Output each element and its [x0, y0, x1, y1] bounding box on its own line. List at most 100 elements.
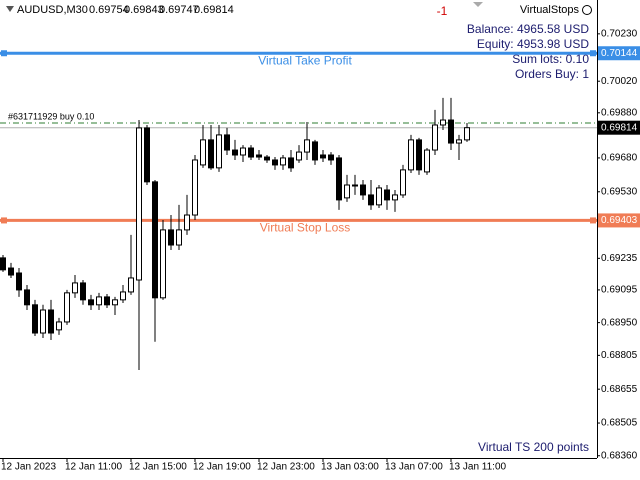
candle-body-bull — [432, 124, 438, 151]
candle-body-bull — [400, 169, 406, 196]
y-tick-label: 0.69680 — [601, 153, 638, 164]
header-open: 0.69754 — [89, 4, 129, 16]
y-tick-label: 0.68655 — [601, 384, 638, 395]
candle-body-bull — [344, 184, 350, 199]
candle-body-bull — [200, 139, 206, 166]
y-tick-label: 0.68805 — [601, 350, 638, 361]
bid-price: 0.69814 — [601, 122, 638, 133]
candle-body-bear — [208, 139, 214, 169]
candle-body-bull — [136, 127, 142, 281]
candle-body-bull — [440, 119, 446, 126]
candle-body-bear — [48, 309, 54, 334]
y-tick-label: 0.68950 — [601, 317, 638, 328]
y-tick-label: 0.68360 — [601, 450, 638, 461]
candle-body-bear — [224, 134, 230, 151]
x-tick-label: 13 Jan 07:00 — [385, 462, 443, 473]
candle-body-bear — [144, 127, 150, 183]
candle-body-bull — [352, 184, 358, 187]
candle-body-bull — [464, 127, 470, 141]
y-tick-label: 0.69235 — [601, 253, 638, 264]
x-tick-label: 12 Jan 19:00 — [193, 462, 251, 473]
candle-body-bull — [456, 139, 462, 144]
take-profit-label: Virtual Take Profit — [258, 53, 352, 67]
candle-body-bear — [448, 119, 454, 144]
stop-loss-handle — [590, 217, 596, 224]
y-tick-label: 0.69530 — [601, 186, 638, 197]
info-balance: Balance: 4965.58 USD — [467, 22, 589, 36]
candle-body-bear — [264, 156, 270, 161]
candle-body-bear — [272, 159, 278, 166]
candle-body-bull — [392, 194, 398, 201]
candle-body-bull — [64, 292, 70, 323]
candle-body-bull — [56, 321, 62, 331]
candle-body-bull — [184, 214, 190, 231]
candle-body-bear — [32, 304, 38, 334]
bid-price-box — [598, 120, 640, 135]
position-count: -1 — [437, 4, 448, 18]
candle-body-bull — [376, 187, 382, 206]
candle-body-bear — [368, 194, 374, 206]
y-tick-label: 0.70230 — [601, 28, 638, 39]
take-profit-price-box — [598, 46, 640, 61]
y-tick-label: 0.69880 — [601, 107, 638, 118]
candle-body-bear — [104, 296, 110, 306]
x-tick-label: 12 Jan 11:00 — [65, 462, 123, 473]
candle-body-bull — [216, 134, 222, 169]
x-tick-label: 12 Jan 23:00 — [257, 462, 315, 473]
candle-body-bull — [240, 147, 246, 156]
info-lots: Sum lots: 0.10 — [512, 52, 589, 66]
candle-body-bear — [256, 154, 262, 158]
y-tick-label: 0.70020 — [601, 76, 638, 87]
candle-body-bull — [96, 296, 102, 306]
candle-body-bear — [360, 184, 366, 196]
header-close: 0.69814 — [194, 4, 234, 16]
x-tick-label: 12 Jan 15:00 — [129, 462, 187, 473]
candle-body-bear — [0, 257, 6, 271]
stop-loss-price-box — [598, 213, 640, 228]
y-tick-label: 0.68505 — [601, 418, 638, 429]
candle-body-bear — [152, 181, 158, 299]
order-label: #631711929 buy 0.10 — [8, 111, 94, 121]
candle-body-bull — [72, 282, 78, 294]
x-tick-label: 13 Jan 11:00 — [449, 462, 507, 473]
candle-body-bear — [312, 141, 318, 161]
symbol: AUDUSD,M30 — [17, 4, 88, 16]
candle-body-bear — [16, 272, 22, 291]
candle-body-bear — [336, 157, 342, 201]
candle-body-bull — [424, 149, 430, 173]
candle-body-bull — [128, 277, 134, 293]
take-profit-handle — [590, 50, 596, 57]
candle-body-bull — [40, 309, 46, 334]
candle-body-bull — [176, 229, 182, 246]
candle-body-bull — [280, 157, 286, 166]
y-tick-label: 0.69095 — [601, 285, 638, 296]
stop-loss-label: Virtual Stop Loss — [260, 221, 351, 235]
candle-body-bear — [288, 157, 294, 169]
header-low: 0.69747 — [159, 4, 199, 16]
ea-name: VirtualStops — [520, 4, 580, 16]
symbol-icon — [6, 6, 14, 12]
candle-body-bear — [24, 289, 30, 306]
ea-smiley — [582, 5, 592, 15]
take-profit-price: 0.70144 — [601, 48, 638, 59]
candle-body-bear — [416, 139, 422, 171]
candle-body-bear — [248, 147, 254, 158]
candle-body-bull — [304, 139, 310, 153]
x-tick-label: 12 Jan 2023 — [1, 462, 56, 473]
candle-body-bull — [112, 299, 118, 306]
trailing-stop: Virtual TS 200 points — [478, 440, 589, 454]
info-orders: Orders Buy: 1 — [515, 67, 589, 81]
candle-body-bull — [408, 139, 414, 171]
candle-body-bear — [8, 267, 14, 276]
candle-body-bull — [192, 159, 198, 216]
candle-body-bear — [80, 282, 86, 301]
x-tick-label: 13 Jan 03:00 — [321, 462, 379, 473]
header-high: 0.69843 — [124, 4, 164, 16]
candle-body-bear — [384, 189, 390, 201]
candle-body-bull — [160, 229, 166, 299]
scroll-marker — [473, 2, 483, 7]
candle-body-bear — [88, 299, 94, 306]
candle-body-bear — [168, 229, 174, 246]
